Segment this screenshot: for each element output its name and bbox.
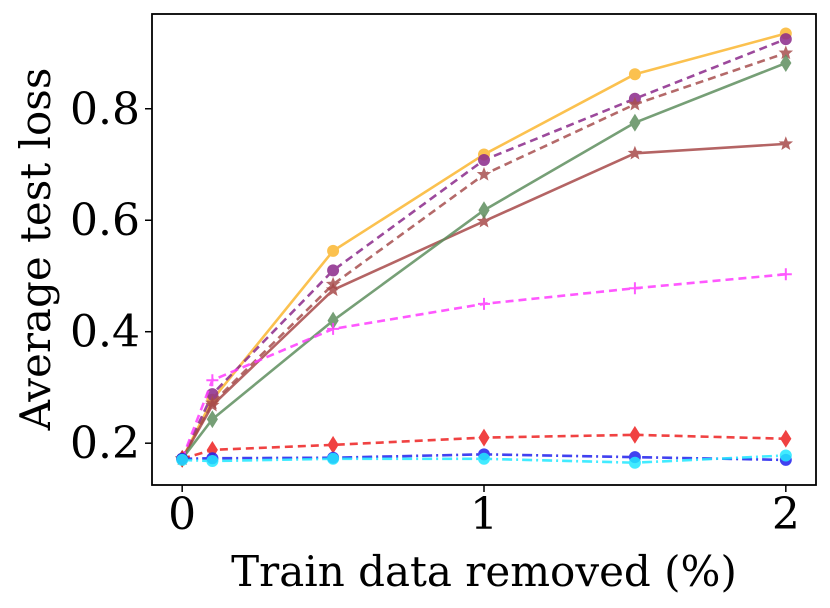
x-tick-label: 0 [168,489,196,540]
data-point-magenta-dashed-plus [628,282,641,295]
y-tick-label: 0.6 [70,195,140,246]
data-point-red-dashed-diamond [629,425,641,444]
data-point-brown-solid-star [627,145,643,160]
x-tick-label: 1 [470,489,498,540]
data-point-magenta-dashed-plus [327,322,340,335]
y-tick-label: 0.4 [70,307,140,358]
data-point-purple-dashed-circle [478,154,490,167]
data-point-cyan-dashdot-circle [779,449,792,462]
data-point-cyan-dashdot-circle [327,452,340,465]
data-point-cyan-dashdot-circle [478,452,490,465]
data-point-brown-solid-star [325,282,341,297]
data-point-red-dashed-diamond [478,428,490,447]
data-point-purple-dashed-circle [327,264,340,277]
data-point-magenta-dashed-plus [478,297,490,310]
data-point-orange-solid-circle [327,244,340,257]
series-green-solid-diamond [176,54,792,468]
data-point-red-dashed-diamond [780,429,792,448]
data-point-purple-dashed-circle [779,33,792,46]
series-line-orange-solid-circle [181,32,787,460]
y-tick-label: 0.8 [70,84,140,135]
data-point-cyan-dashdot-circle [206,455,219,468]
data-point-brown-solid-star [778,136,794,151]
x-axis-label: Train data removed (%) [231,547,737,596]
data-point-orange-solid-circle [628,68,641,81]
series-line-brown-solid-star [181,142,786,460]
data-point-green-solid-diamond [478,201,490,220]
series-line-green-solid-diamond [181,61,787,460]
series-line-red-dashed-diamond [181,433,786,461]
data-point-cyan-dashdot-circle [628,456,641,469]
series-line-magenta-dashed-plus [180,273,786,460]
data-point-green-solid-diamond [629,113,641,132]
data-point-brown-solid-star [476,213,492,228]
data-point-cyan-dashdot-circle [176,453,189,466]
data-point-brown-dashed-star [476,166,492,181]
axes-layer: 0 1 2 0.2 0.4 0.6 0.8 [70,84,800,540]
x-tick-label: 2 [772,489,800,540]
y-tick-label: 0.2 [70,418,140,469]
y-axis-label: Average test loss [11,68,60,432]
data-point-green-solid-diamond [780,54,792,72]
series-line-purple-dashed-circle [181,37,787,460]
series-cyan-dashdot-circle [176,449,792,469]
data-point-magenta-dashed-plus [206,374,219,387]
series-layer [174,27,794,469]
data-point-green-solid-diamond [206,410,218,429]
data-point-brown-dashed-star [627,96,643,111]
data-point-magenta-dashed-plus [779,268,792,281]
data-point-brown-solid-star [205,397,220,412]
plot-area [151,13,817,486]
